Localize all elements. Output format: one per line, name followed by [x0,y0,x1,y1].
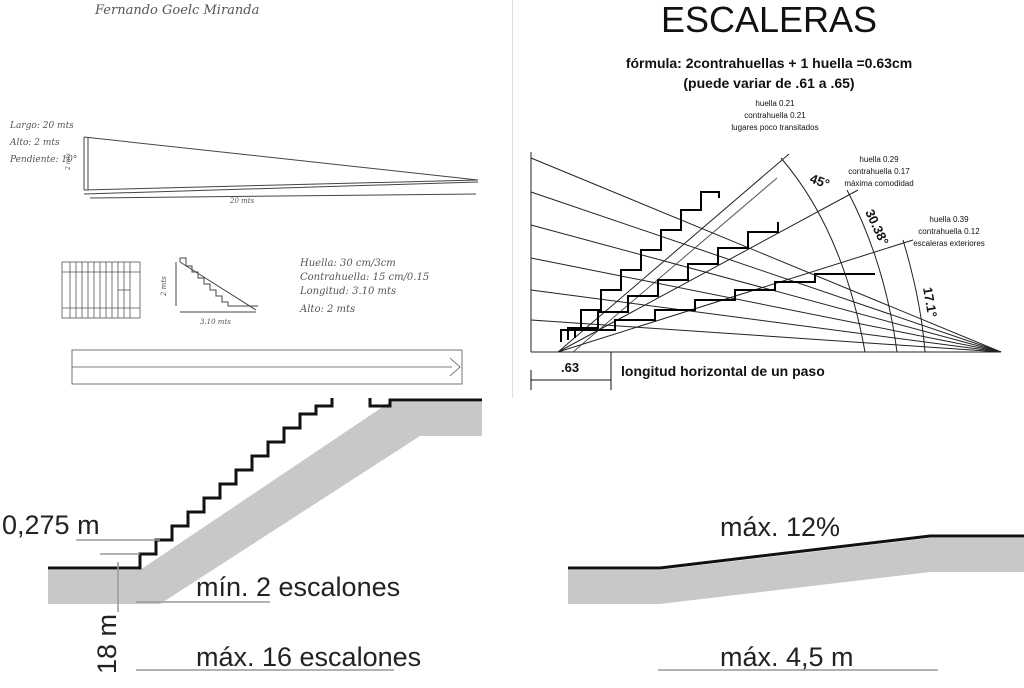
ramp-plan-sketch [71,349,463,385]
step-dimension-caption: longitud horizontal de un paso [621,363,825,379]
case-2-note: máxima comodidad [844,179,913,188]
case-3-note: escaleras exteriores [913,239,985,248]
angle-45-label: 45° [808,171,832,192]
stair-length-label: 3.10 mts [200,318,231,326]
case-1-contrahuella: contrahuella 0.21 [744,111,806,120]
ramp-note-2: Alto: 2 mts [9,138,60,148]
ramp-length-label: 20 mts [229,197,255,205]
max-steps-label: máx. 16 escalones [196,642,421,672]
stair-note-4: Alto: 2 mts [299,304,355,315]
angle-17-label: 17.1° [920,286,940,319]
step-dimension [530,352,612,390]
ramp-profile [568,534,1024,570]
angle-30-label: 30.38° [862,207,892,248]
case-3-contrahuella: contrahuella 0.12 [918,227,980,236]
escaleras-diagram: ESCALERAS fórmula: 2contrahuellas + 1 hu… [530,0,1002,390]
case-1-note: lugares poco transitados [731,123,818,132]
ramp-height-label: 2 mts [65,153,72,171]
stair-note-2: Contrahuella: 15 cm/0.15 [300,272,429,283]
slope-grid [530,152,1002,353]
stair-mass [48,402,482,604]
formula-range: (puede variar de .61 a .65) [683,75,854,91]
ramp-sketch [83,136,479,199]
min-steps-dimension [117,562,270,612]
riser-label: 0,275 m [2,510,100,540]
tread-label: 18 m [92,614,122,674]
case-2-huella: huella 0.29 [859,155,899,164]
ramp-slope-label: máx. 12% [720,512,840,542]
rules-drawing: 0,275 m mín. 2 escalones 18 m máx. 16 es… [2,382,1024,674]
rules-panel: 0,275 m mín. 2 escalones 18 m máx. 16 es… [0,382,1024,683]
escaleras-title: ESCALERAS [661,0,877,40]
stair-note-3: Longitud: 3.10 mts [299,286,396,297]
sketch-author: Fernando Goelc Miranda [94,3,259,18]
stair-section-sketch [175,257,258,313]
min-steps-label: mín. 2 escalones [196,572,400,602]
step-profiles [560,191,875,342]
stair-plan-sketch [61,261,141,319]
ramp-mass [568,538,1024,604]
hand-sketch-panel: Fernando Goelc Miranda Largo: 20 mts Alt… [0,0,512,398]
ramp-note-3: Pendiente: 10° [9,155,77,165]
hand-sketch-drawing: Fernando Goelc Miranda Largo: 20 mts Alt… [9,3,479,385]
case-3-huella: huella 0.39 [929,215,969,224]
ramp-note-1: Largo: 20 mts [9,121,74,131]
step-dimension-value: .63 [561,360,579,375]
stair-note-1: Huella: 30 cm/3cm [299,258,396,269]
case-2-contrahuella: contrahuella 0.17 [848,167,910,176]
formula-text: fórmula: 2contrahuellas + 1 huella =0.63… [626,55,912,71]
stair-height-label: 2 mts [160,276,168,297]
escaleras-panel: ESCALERAS fórmula: 2contrahuellas + 1 hu… [512,0,1024,398]
riser-dimension [76,539,160,555]
ramp-length-label: máx. 4,5 m [720,642,854,672]
case-1-huella: huella 0.21 [755,99,795,108]
